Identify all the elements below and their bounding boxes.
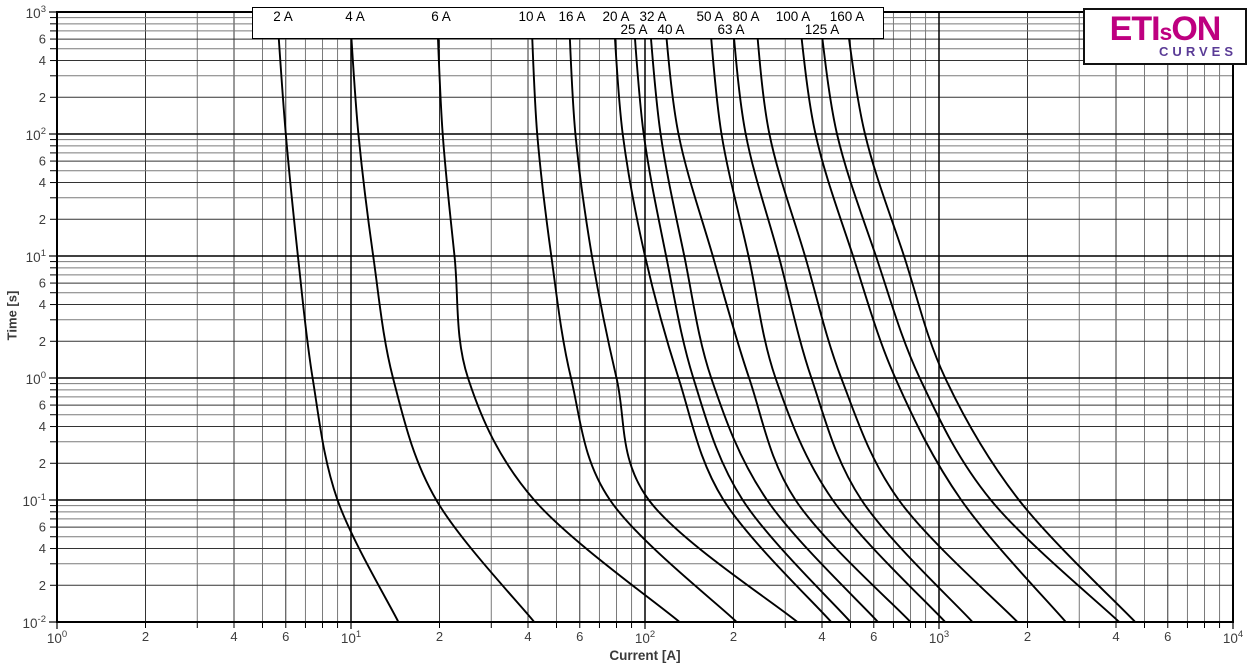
curve-50A bbox=[707, 11, 947, 623]
curve-label: 125 A bbox=[804, 22, 840, 37]
y-axis-minor-label: 4 bbox=[39, 175, 46, 190]
curve-label: 25 A bbox=[620, 22, 648, 37]
curve-32A bbox=[647, 11, 879, 623]
curve-4A bbox=[348, 11, 536, 623]
x-axis-minor-label: 6 bbox=[870, 629, 877, 644]
x-axis-minor-label: 2 bbox=[1024, 629, 1031, 644]
x-axis-minor-label: 4 bbox=[230, 629, 237, 644]
y-axis-decade-label: 10-1 bbox=[23, 492, 46, 509]
x-axis-minor-label: 6 bbox=[282, 629, 289, 644]
curve-20A bbox=[612, 11, 833, 623]
curve-label: 100 A bbox=[775, 9, 811, 24]
logo-text-on: ON bbox=[1171, 10, 1221, 48]
y-axis-minor-label: 6 bbox=[39, 520, 46, 535]
curve-40A bbox=[663, 11, 912, 623]
y-axis-minor-label: 6 bbox=[39, 32, 46, 47]
curve-label: 160 A bbox=[829, 9, 865, 24]
curve-100A bbox=[797, 11, 1067, 623]
y-axis-minor-label: 2 bbox=[39, 578, 46, 593]
y-axis-decade-label: 10-2 bbox=[23, 614, 46, 631]
curve-label: 20 A bbox=[602, 9, 630, 24]
curve-label: 63 A bbox=[717, 22, 745, 37]
curve-6A bbox=[435, 11, 681, 623]
curve-10A bbox=[530, 11, 738, 623]
y-axis-minor-label: 2 bbox=[39, 90, 46, 105]
y-axis-minor-label: 6 bbox=[39, 398, 46, 413]
x-axis-minor-label: 4 bbox=[818, 629, 825, 644]
curve-80A bbox=[754, 11, 1019, 623]
logo-text-s: s bbox=[1159, 19, 1173, 45]
curve-63A bbox=[730, 11, 974, 623]
curve-label: 80 A bbox=[732, 9, 760, 24]
curve-label: 2 A bbox=[273, 9, 293, 24]
x-axis-minor-label: 2 bbox=[730, 629, 737, 644]
y-axis-decade-label: 102 bbox=[26, 126, 46, 143]
y-axis-minor-label: 4 bbox=[39, 53, 46, 68]
curve-label: 6 A bbox=[431, 9, 451, 24]
y-axis-minor-label: 6 bbox=[39, 154, 46, 169]
x-axis-title: Current [A] bbox=[609, 648, 681, 663]
curve-16A bbox=[567, 11, 799, 623]
curve-label: 4 A bbox=[345, 9, 365, 24]
x-axis-decade-label: 101 bbox=[341, 629, 361, 646]
x-axis-minor-label: 2 bbox=[436, 629, 443, 644]
curve-label: 40 A bbox=[657, 22, 685, 37]
y-axis-decade-label: 100 bbox=[26, 370, 46, 387]
curve-label-box: 2 A 4 A 6 A 10 A 16 A 20 A 32 A 50 A 80 A 100 A 16… bbox=[252, 7, 884, 39]
curve-label: 10 A bbox=[518, 9, 546, 24]
x-axis-decade-label: 104 bbox=[1223, 629, 1243, 646]
y-axis-decade-label: 103 bbox=[26, 4, 46, 21]
y-axis-minor-label: 2 bbox=[39, 456, 46, 471]
x-axis-minor-label: 6 bbox=[576, 629, 583, 644]
y-axis-minor-label: 4 bbox=[39, 297, 46, 312]
x-axis-minor-label: 2 bbox=[142, 629, 149, 644]
logo: ETIsON CURVES bbox=[1083, 8, 1247, 65]
y-axis-minor-label: 4 bbox=[39, 419, 46, 434]
x-axis-minor-label: 4 bbox=[1112, 629, 1119, 644]
curve-2A bbox=[276, 11, 400, 623]
y-axis-decade-label: 101 bbox=[26, 248, 46, 265]
y-axis-minor-label: 2 bbox=[39, 212, 46, 227]
x-axis-minor-label: 4 bbox=[524, 629, 531, 644]
curve-label: 32 A bbox=[639, 9, 667, 24]
x-axis-minor-label: 6 bbox=[1164, 629, 1171, 644]
y-axis-minor-label: 4 bbox=[39, 541, 46, 556]
curve-125A bbox=[818, 11, 1121, 623]
x-axis-decade-label: 102 bbox=[635, 629, 655, 646]
x-axis-decade-label: 100 bbox=[47, 629, 67, 646]
x-axis-decade-label: 103 bbox=[929, 629, 949, 646]
y-axis-minor-label: 6 bbox=[39, 276, 46, 291]
logo-text-eti: ETI bbox=[1109, 10, 1161, 48]
y-axis-minor-label: 2 bbox=[39, 334, 46, 349]
curve-160A bbox=[844, 11, 1137, 623]
curve-label: 50 A bbox=[696, 9, 724, 24]
curve-label: 16 A bbox=[558, 9, 586, 24]
y-axis-title: Time [s] bbox=[4, 290, 20, 341]
logo-subtitle: CURVES bbox=[1159, 44, 1237, 59]
logo-wordmark: ETIsON bbox=[1085, 12, 1245, 49]
curve-25A bbox=[632, 11, 852, 623]
